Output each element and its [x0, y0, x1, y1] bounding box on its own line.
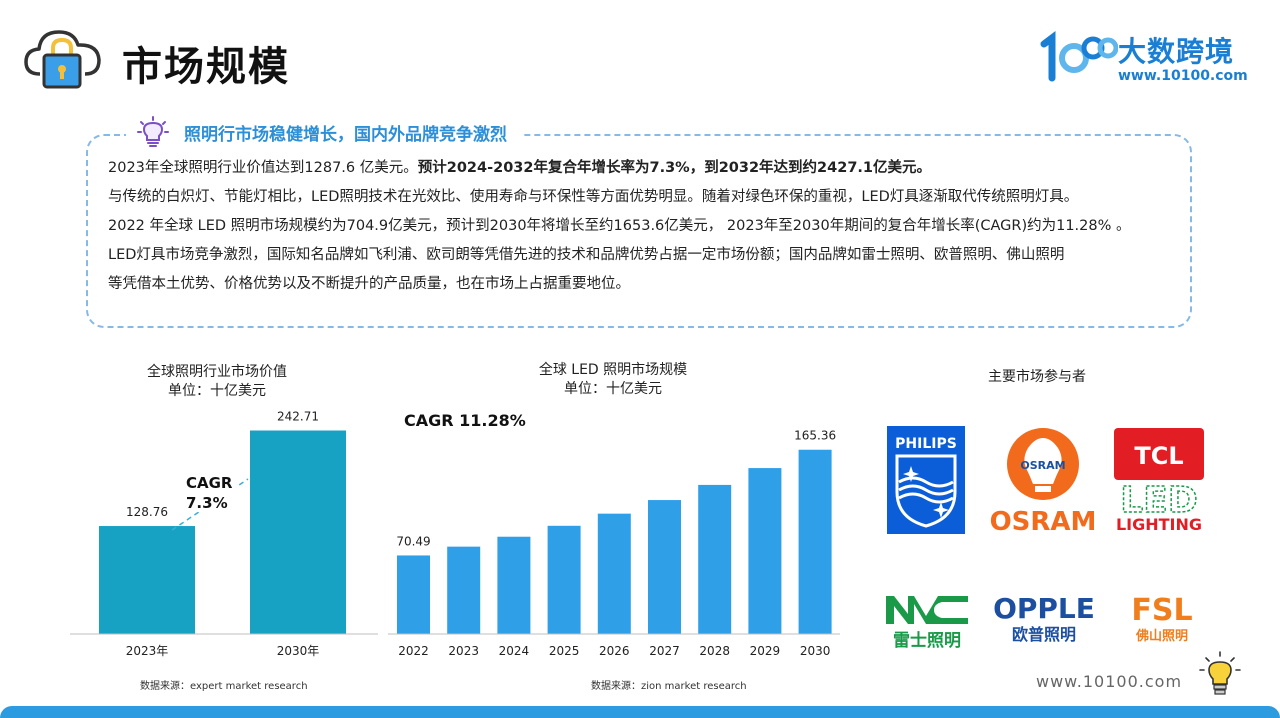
x-tick-label: 2022 — [398, 644, 429, 658]
bar — [748, 468, 782, 634]
summary-line: 2022 年全球 LED 照明市场规模约为704.9亿美元，预计到2030年将增… — [108, 218, 1131, 234]
x-tick-label: 2028 — [699, 644, 730, 658]
chart-title: 全球照明行业市场价值 — [147, 363, 287, 380]
bar — [447, 546, 481, 634]
summary-header: 照明行市场稳健增长，国内外品牌竞争激烈 — [126, 112, 521, 152]
x-tick-label: 2030 — [800, 644, 831, 658]
x-tick-label: 2027 — [649, 644, 680, 658]
summary-highlight: 预计2024-2032年复合年增长率为7.3%，到2032年达到约2427.1亿… — [417, 160, 932, 176]
x-tick-label: 2024 — [499, 644, 530, 658]
x-tick-label: 2029 — [750, 644, 781, 658]
data-label: 128.76 — [126, 505, 168, 519]
chart-source: 数据来源：zion market research — [591, 679, 747, 692]
summary-line: 2023年全球照明行业价值达到1287.6 亿美元。预计2024-2032年复合… — [108, 154, 1190, 183]
svg-text:FSL: FSL — [1131, 593, 1192, 628]
svg-text:雷士照明: 雷士照明 — [893, 630, 961, 650]
chart-subtitle: 单位：十亿美元 — [168, 383, 266, 399]
bar — [547, 525, 581, 634]
x-tick-label: 2026 — [599, 644, 630, 658]
nvc-logo: 雷士照明 — [886, 596, 968, 650]
bar — [497, 536, 531, 634]
philips-shield-logo: PHILIPS — [887, 426, 965, 534]
led-market-size-chart: 全球 LED 照明市场规模 单位：十亿美元 CAGR 11.28% 2022 70… — [388, 361, 840, 692]
svg-text:OSRAM: OSRAM — [990, 507, 1097, 536]
svg-text:PHILIPS: PHILIPS — [895, 436, 957, 452]
x-tick-label: 2030年 — [277, 644, 320, 658]
summary-line: LED灯具市场竞争激烈，国际知名品牌如飞利浦、欧司朗等凭借先进的技术和品牌优势占… — [108, 247, 1065, 263]
annotation-bg — [180, 472, 238, 512]
summary-text: 2023年全球照明行业价值达到1287.6 亿美元。 — [108, 160, 418, 176]
chart-source: 数据来源：expert market research — [140, 679, 308, 692]
data-label: 165.36 — [794, 429, 836, 443]
summary-line: 与传统的白炽灯、节能灯相比，LED照明技术在光效比、使用寿命与环保性等方面优势明… — [108, 189, 1079, 205]
bar — [99, 526, 195, 634]
cagr-annotation: CAGR 11.28% — [404, 411, 526, 430]
cloud-lock-icon — [24, 30, 101, 89]
bar — [798, 449, 832, 634]
svg-text:佛山照明: 佛山照明 — [1135, 628, 1188, 644]
x-tick-label: 2023年 — [126, 644, 169, 658]
bar — [397, 555, 430, 634]
bottom-bar — [0, 706, 1280, 718]
chart-subtitle: 单位：十亿美元 — [564, 381, 662, 397]
data-label: 242.71 — [277, 409, 319, 423]
summary-body: 2023年全球照明行业价值达到1287.6 亿美元。预计2024-2032年复合… — [108, 154, 1190, 299]
x-tick-label: 2025 — [549, 644, 580, 658]
svg-text:LIGHTING: LIGHTING — [1116, 515, 1202, 534]
tcl-logo: TCL LED LIGHTING — [1114, 428, 1204, 534]
chart-title: 全球 LED 照明市场规模 — [539, 361, 687, 378]
bar — [698, 484, 732, 634]
lightbulb-icon — [1199, 651, 1241, 695]
brand-name: 大数跨境 — [1118, 35, 1235, 68]
data-label: 70.49 — [396, 534, 430, 548]
page-title: 市场规模 — [122, 44, 290, 90]
cagr-value: 7.3% — [186, 494, 228, 512]
svg-text:欧普照明: 欧普照明 — [1012, 625, 1076, 644]
x-tick-label: 2023 — [448, 644, 479, 658]
lightbulb-icon — [137, 116, 169, 147]
osram-bulb-logo: OSRAM OSRAM — [990, 428, 1097, 536]
brand-url[interactable]: www.10100.com — [1118, 68, 1248, 84]
brand-logo: 大数跨境 www.10100.com — [1038, 28, 1258, 90]
bar — [648, 500, 681, 634]
svg-text:TCL: TCL — [1134, 442, 1183, 470]
summary-box — [86, 134, 1192, 328]
svg-text:LED: LED — [1120, 480, 1197, 521]
opple-logo: OPPLE 欧普照明 — [993, 592, 1095, 644]
cagr-label: CAGR — [186, 474, 233, 492]
summary-title: 照明行市场稳健增长，国内外品牌竞争激烈 — [184, 124, 507, 145]
bar — [250, 430, 346, 634]
10100-logo-icon — [1040, 31, 1118, 82]
fsl-logo: FSL 佛山照明 — [1131, 593, 1192, 644]
summary-line: 等凭借本土优势、价格优势以及不断提升的产品质量，也在市场上占据重要地位。 — [108, 276, 630, 292]
bar — [597, 513, 631, 634]
participants-title: 主要市场参与者 — [988, 369, 1086, 385]
footer-url[interactable]: www.10100.com — [1036, 672, 1183, 691]
lighting-market-value-chart: 全球照明行业市场价值 单位：十亿美元 2023年 128.76 2030年 242.7… — [70, 363, 378, 692]
svg-text:OPPLE: OPPLE — [993, 592, 1095, 625]
svg-text:OSRAM: OSRAM — [1020, 459, 1065, 472]
